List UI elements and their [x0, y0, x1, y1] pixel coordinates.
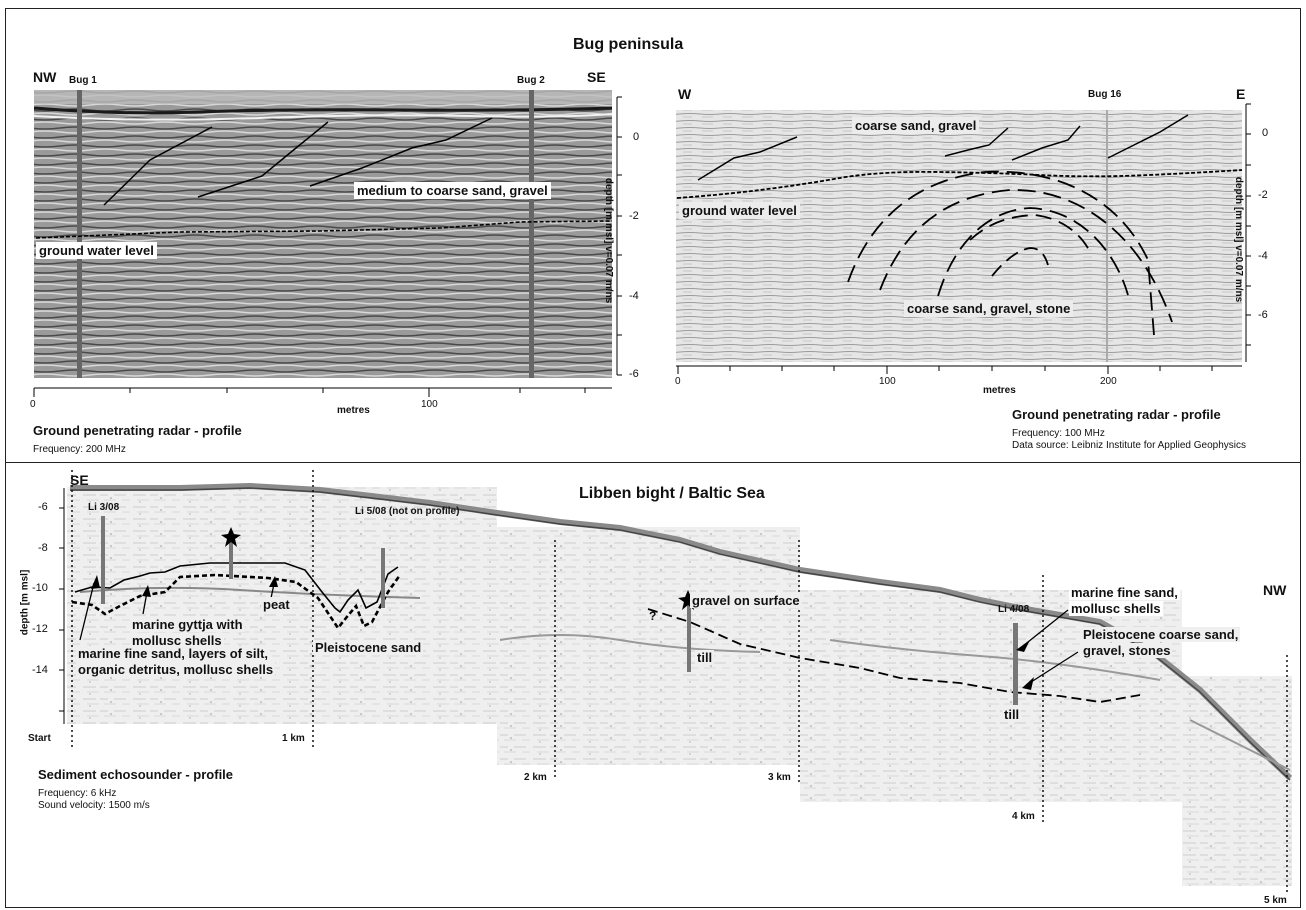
echo-depth-tick: -12	[32, 623, 48, 635]
gpr-left-caption-title: Ground penetrating radar - profile	[33, 423, 242, 438]
gpr-left-depth-tick: -4	[629, 290, 639, 302]
gpr-left-marker-1: Bug 1	[69, 75, 97, 86]
echo-depth-tick: -14	[32, 664, 48, 676]
echo-caption-frequency: Frequency: 6 kHz	[38, 788, 117, 799]
echo-core-li-3-08: Li 3/08	[88, 502, 120, 513]
gpr-right-label-top: coarse sand, gravel	[852, 117, 980, 134]
echo-caption-velocity: Sound velocity: 1500 m/s	[38, 800, 150, 811]
echo-core-li-5-08: Li 5/08 (not on profile)	[355, 506, 460, 517]
gpr-left-x-tick: 100	[421, 399, 438, 410]
echo-label-till-1: till	[695, 650, 715, 665]
gpr-right-depth-tick: 0	[1262, 127, 1269, 139]
echo-dir-right: NW	[1263, 582, 1287, 598]
gpr-right-x-tick: 100	[879, 376, 896, 387]
gpr-right-depth-tick: -6	[1258, 309, 1268, 321]
gpr-right-profile	[676, 103, 1251, 374]
bottom-title: Libben bight / Baltic Sea	[579, 485, 765, 502]
top-title: Bug peninsula	[573, 36, 684, 53]
gpr-right-caption-source: Data source: Leibniz Institute for Appli…	[1012, 440, 1247, 451]
echo-distance-4km: 4 km	[1012, 811, 1035, 822]
gpr-left-profile	[33, 90, 622, 397]
echo-distance-start: Start	[28, 733, 51, 744]
echo-label-fine-sand-2: organic detritus, mollusc shells	[76, 662, 276, 677]
gpr-left-label-water: ground water level	[36, 242, 157, 259]
gpr-left-depth-axis-label: depth [m msl] v=0.07 m/ns	[603, 177, 615, 304]
gpr-right-dir-right: E	[1236, 86, 1246, 102]
echo-label-till-2: till	[1002, 707, 1022, 722]
gpr-right-label-bottom: coarse sand, gravel, stone	[904, 300, 1074, 317]
gpr-left-x-tick: 0	[30, 399, 36, 410]
echo-label-pleistocene-sand: Pleistocene sand	[313, 640, 424, 655]
echo-label-marine-fine-sand-1: marine fine sand,	[1069, 585, 1180, 600]
gpr-right-depth-axis-label: depth [m msl] v=0.07 m/ns	[1233, 176, 1245, 303]
echo-label-gyttja-1: marine gyttja with	[130, 617, 245, 632]
echo-distance-1km: 1 km	[282, 733, 305, 744]
gpr-left-x-label: metres	[337, 405, 370, 416]
echo-core-li-4-08: Li 4/08	[998, 604, 1030, 615]
gpr-right-marker: Bug 16	[1088, 89, 1122, 100]
echo-label-question: ?	[649, 609, 657, 623]
echo-distance-5km: 5 km	[1264, 895, 1287, 906]
echo-depth-tick: -8	[38, 542, 48, 554]
gpr-left-dir-left: NW	[33, 69, 57, 85]
gpr-right-x-label: metres	[983, 385, 1016, 396]
gpr-left-depth-tick: -6	[629, 368, 639, 380]
gpr-left-depth-tick: -2	[629, 210, 639, 222]
echo-caption-title: Sediment echosounder - profile	[38, 767, 234, 782]
echo-label-fine-sand-1: marine fine sand, layers of silt,	[76, 646, 271, 661]
gpr-right-depth-tick: -2	[1258, 189, 1268, 201]
echo-distance-2km: 2 km	[524, 772, 547, 783]
echo-label-peat: peat	[261, 597, 292, 612]
echo-label-pleistocene-coarse-2: gravel, stones	[1081, 643, 1173, 658]
gpr-right-label-water: ground water level	[679, 202, 800, 219]
gpr-left-dir-right: SE	[587, 69, 606, 85]
gpr-left-caption-frequency: Frequency: 200 MHz	[33, 444, 126, 455]
echo-label-gyttja-2: mollusc shells	[130, 633, 224, 648]
bottom-panel-frame	[5, 462, 1301, 908]
echo-depth-tick: -10	[32, 582, 48, 594]
gpr-right-caption-title: Ground penetrating radar - profile	[1012, 407, 1221, 422]
gpr-right-caption-frequency: Frequency: 100 MHz	[1012, 428, 1105, 439]
gpr-left-marker-2: Bug 2	[517, 75, 545, 86]
gpr-left-depth-tick: 0	[633, 131, 640, 143]
gpr-right-dir-left: W	[678, 86, 692, 102]
echo-label-pleistocene-coarse-1: Pleistocene coarse sand,	[1081, 627, 1241, 642]
gpr-right-x-tick: 200	[1100, 376, 1117, 387]
echo-depth-tick: -6	[38, 501, 48, 513]
gpr-right-depth-tick: -4	[1258, 250, 1268, 262]
echo-dir-left: SE	[70, 472, 89, 488]
echo-label-marine-fine-sand-2: mollusc shells	[1069, 601, 1163, 616]
echo-label-gravel-surface: gravel on surface	[690, 593, 802, 608]
gpr-right-x-tick: 0	[675, 376, 681, 387]
echo-depth-axis-label: depth [m msl]	[19, 569, 31, 636]
echosounder-profile	[59, 470, 1293, 893]
echo-distance-3km: 3 km	[768, 772, 791, 783]
gpr-left-label-sediment: medium to coarse sand, gravel	[354, 182, 551, 199]
